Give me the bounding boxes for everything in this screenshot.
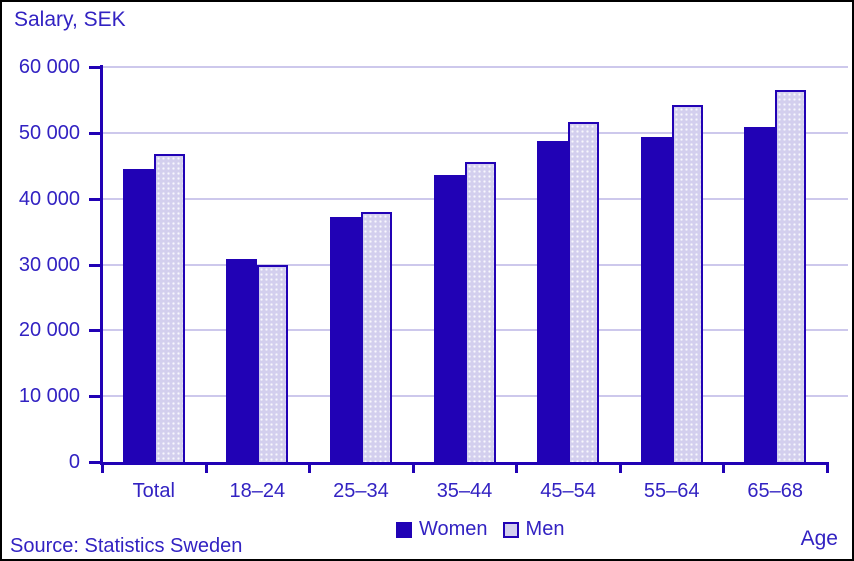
y-axis-line [100, 65, 103, 465]
source-note: Source: Statistics Sweden [10, 535, 243, 557]
legend-label-men: Men [525, 518, 565, 540]
y-tick [89, 131, 102, 135]
legend-label-women: Women [419, 518, 488, 540]
bar-women-total [122, 169, 154, 462]
x-tick [101, 462, 104, 473]
y-tick-label: 0 [68, 451, 80, 473]
x-tick [618, 462, 622, 473]
x-tick [722, 462, 726, 473]
xaxis-title: Age [800, 527, 838, 550]
gridline [102, 66, 848, 68]
y-tick [89, 197, 102, 201]
y-tick-label: 60 000 [18, 56, 80, 78]
x-tick-label: 65–68 [747, 480, 804, 502]
bar-men-45-54 [568, 121, 600, 462]
y-tick [89, 263, 102, 267]
bar-men-55-64 [671, 104, 703, 462]
legend: Women Men [396, 518, 564, 541]
bar-women-45-54 [537, 141, 569, 462]
x-tick-label: 45–54 [540, 480, 596, 502]
chart-title: Salary, SEK [14, 8, 126, 31]
x-tick [826, 462, 829, 473]
bar-men-18-24 [257, 265, 289, 462]
x-tick-label: Total [132, 480, 175, 502]
legend-item-men: Men [502, 518, 565, 541]
y-tick [89, 329, 102, 333]
y-tick [89, 66, 102, 69]
gridline [102, 131, 848, 134]
y-tick-label: 30 000 [18, 253, 80, 276]
women-swatch-icon [396, 521, 412, 538]
bar-men-25-34 [360, 212, 392, 462]
bar-women-65-68 [744, 126, 776, 462]
x-axis-line [100, 462, 829, 465]
x-tick [308, 462, 312, 473]
legend-item-women: Women [396, 518, 488, 541]
y-tick-label: 50 000 [18, 121, 80, 144]
bar-men-65-68 [775, 90, 807, 462]
y-tick [89, 461, 102, 464]
x-tick-label: 18–24 [229, 480, 286, 502]
x-tick-label: 25–34 [333, 480, 389, 502]
men-swatch-icon [502, 521, 519, 538]
bar-women-35-44 [433, 174, 465, 462]
x-tick [204, 462, 208, 473]
x-tick [515, 462, 519, 473]
x-tick-label: 55–64 [643, 480, 700, 502]
y-tick [89, 395, 102, 399]
y-tick-label: 40 000 [18, 187, 80, 210]
bar-women-18-24 [226, 258, 258, 462]
bar-men-total [153, 153, 185, 462]
y-tick-label: 10 000 [18, 385, 80, 408]
y-tick-label: 20 000 [18, 319, 80, 342]
x-tick-label: 35–44 [436, 480, 493, 502]
bar-men-35-44 [464, 162, 496, 462]
bar-women-25-34 [329, 217, 361, 462]
bar-women-55-64 [640, 137, 672, 462]
x-tick [411, 462, 415, 473]
